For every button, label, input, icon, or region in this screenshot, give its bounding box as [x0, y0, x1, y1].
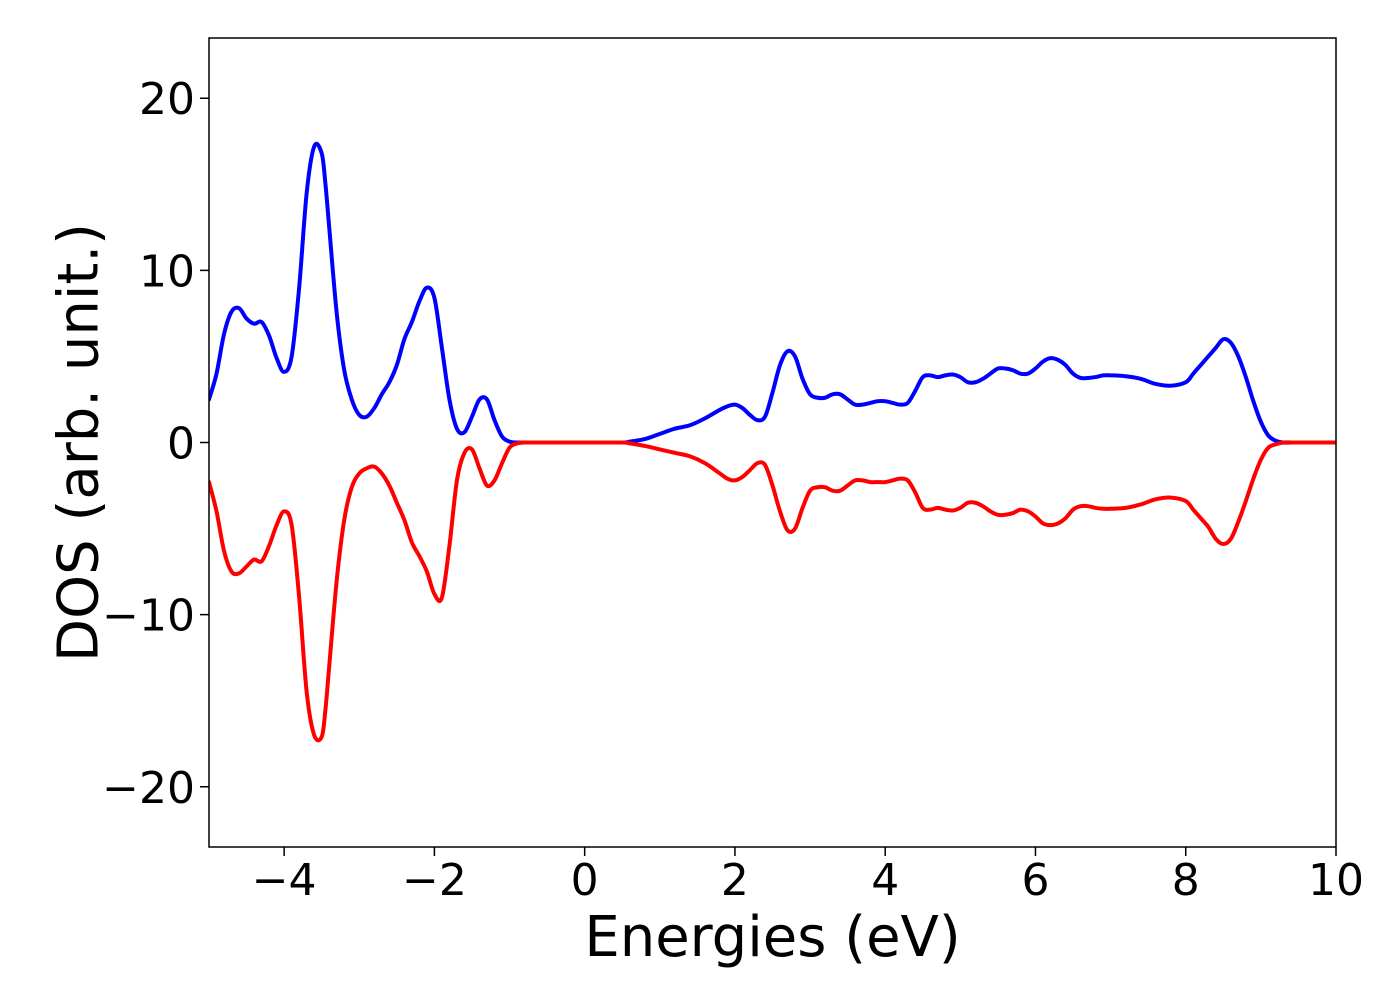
- x-tick-label: 4: [871, 855, 899, 906]
- plot-frame: [208, 37, 1337, 848]
- x-tick-label: −2: [402, 855, 467, 906]
- x-axis-title: Energies (eV): [584, 905, 960, 970]
- x-tick-label: 0: [571, 855, 599, 906]
- series-layer: [209, 141, 1336, 743]
- y-axis: −20 −10 0 10 20: [102, 74, 209, 814]
- y-tick-label: 10: [139, 246, 195, 297]
- x-tick-label: 8: [1172, 855, 1200, 906]
- y-tick-label: −10: [102, 591, 195, 642]
- y-tick-label: 20: [139, 74, 195, 125]
- series-line-2: [209, 440, 1336, 743]
- x-tick-label: 6: [1021, 855, 1049, 906]
- x-tick-label: 2: [721, 855, 749, 906]
- x-axis: −4 −2 0 2 4 6 8 10: [252, 847, 1364, 906]
- x-tick-label: −4: [252, 855, 317, 906]
- y-axis-title: DOS (arb. unit.): [47, 223, 112, 662]
- y-tick-label: −20: [102, 763, 195, 814]
- series-line-1: [209, 141, 1336, 445]
- y-tick-label: 0: [167, 419, 195, 470]
- x-tick-label: 10: [1308, 855, 1364, 906]
